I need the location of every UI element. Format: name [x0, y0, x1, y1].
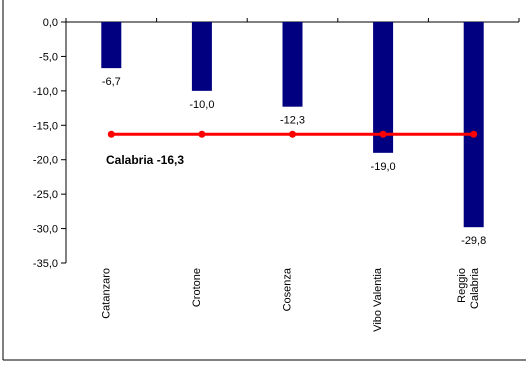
- y-tick-label: -15,0: [33, 120, 58, 132]
- bar: [373, 22, 394, 153]
- bar-value-label: -6,7: [102, 76, 121, 88]
- bar-value-label: -19,0: [371, 161, 396, 173]
- bar: [282, 22, 303, 107]
- y-tick-label: -25,0: [33, 189, 58, 201]
- x-category-label: Calabria: [469, 267, 481, 309]
- reference-point: [198, 130, 206, 138]
- bar: [101, 22, 122, 69]
- reference-point: [379, 130, 387, 138]
- x-category-label: Catanzaro: [100, 268, 112, 319]
- reference-point: [289, 130, 296, 138]
- bar: [463, 22, 484, 228]
- reference-point: [470, 130, 478, 138]
- y-tick-label: -5,0: [39, 51, 58, 63]
- y-tick-label: -30,0: [33, 224, 58, 236]
- reference-line-label: Calabria -16,3: [106, 153, 184, 167]
- y-tick-label: -10,0: [33, 86, 58, 98]
- x-category-label: Vibo Valentia: [372, 267, 384, 332]
- y-tick-label: -35,0: [33, 258, 58, 270]
- reference-point: [107, 130, 115, 138]
- y-tick-label: -20,0: [33, 155, 58, 167]
- bar: [191, 22, 212, 91]
- bar-value-label: -29,8: [461, 235, 486, 247]
- bar-value-label: -10,0: [189, 99, 214, 111]
- x-category-label: Reggio: [456, 268, 468, 303]
- bar-value-label: -12,3: [280, 115, 305, 127]
- x-category-label: Crotone: [191, 268, 203, 307]
- x-category-label: Cosenza: [282, 267, 294, 311]
- y-tick-label: 0,0: [43, 17, 58, 29]
